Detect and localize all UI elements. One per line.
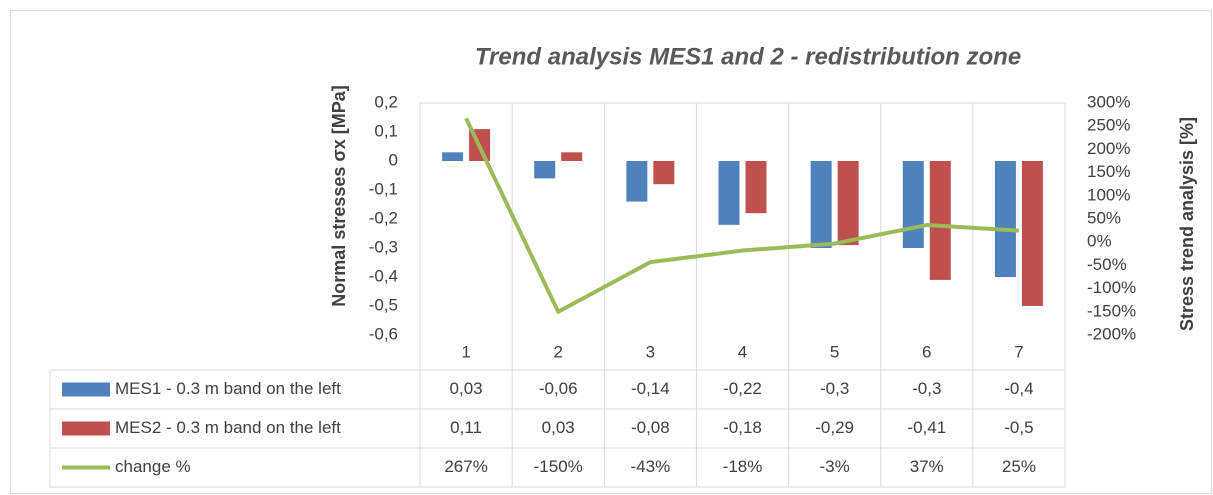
table-value: 0,03 [450,379,483,398]
y2-tick-label: 0% [1087,232,1112,251]
y-tick-label: -0,4 [369,266,398,285]
legend-swatch [62,382,110,397]
y-axis-label: Normal stresses σx [MPa] [329,85,349,306]
table-value: -0,29 [815,418,854,437]
y-tick-label: -0,6 [369,324,398,343]
bar [534,161,556,179]
x-tick-label: 3 [646,342,655,361]
y-tick-label: -0,5 [369,295,398,314]
y2-tick-label: -150% [1087,301,1136,320]
legend-label: change % [115,457,191,476]
x-tick-label: 2 [553,342,562,361]
table-value: -0,08 [631,418,670,437]
table-value: -0,22 [723,379,762,398]
y-tick-label: 0,1 [374,121,398,140]
bar [561,152,583,161]
y-tick-label: 0,2 [374,92,398,111]
table-value: 267% [444,457,487,476]
y-tick-label: -0,1 [369,179,398,198]
table-value: 25% [1002,457,1036,476]
table-value: -0,4 [1004,379,1033,398]
y2-tick-label: -50% [1087,255,1127,274]
bar [929,161,951,280]
y2-tick-label: 300% [1087,92,1130,111]
y2-tick-label: 50% [1087,208,1121,227]
y2-tick-label: 100% [1087,185,1130,204]
y2-axis-label: Stress trend analysis [%] [1177,117,1197,331]
table-value: -0,3 [912,379,941,398]
bar [442,152,464,161]
y2-tick-label: -100% [1087,278,1136,297]
bar [626,161,648,202]
table-value: 0,03 [542,418,575,437]
bar [902,161,924,248]
table-value: 0,11 [450,418,482,437]
x-tick-label: 1 [461,342,470,361]
bar [1021,161,1043,306]
y2-tick-label: 250% [1087,116,1130,135]
bar [745,161,767,214]
table-value: -0,06 [539,379,578,398]
table-value: -3% [820,457,850,476]
legend-swatch [62,421,110,436]
table-value: -0,14 [631,379,670,398]
legend-label: MES1 - 0.3 m band on the left [115,379,341,398]
table-value: -0,5 [1004,418,1033,437]
table-value: 37% [910,457,944,476]
table-value: -0,18 [723,418,762,437]
x-tick-label: 5 [830,342,839,361]
bar [718,161,740,225]
y-tick-label: 0 [389,150,398,169]
table-value: -43% [631,457,671,476]
y-tick-label: -0,3 [369,237,398,256]
x-tick-label: 4 [738,342,747,361]
legend-label: MES2 - 0.3 m band on the left [115,418,341,437]
table-value: -150% [534,457,583,476]
bar [653,161,675,185]
bar [810,161,832,248]
y2-tick-label: 200% [1087,139,1130,158]
x-tick-label: 6 [922,342,931,361]
table-value: -18% [723,457,763,476]
line [464,117,1020,314]
y2-tick-label: -200% [1087,324,1136,343]
table-value: -0,3 [820,379,849,398]
chart-title: Trend analysis MES1 and 2 - redistributi… [475,43,1021,70]
y2-tick-label: 150% [1087,162,1130,181]
bar [994,161,1016,277]
table-value: -0,41 [907,418,946,437]
bar [837,161,859,246]
x-tick-label: 7 [1014,342,1023,361]
y-tick-label: -0,2 [369,208,398,227]
